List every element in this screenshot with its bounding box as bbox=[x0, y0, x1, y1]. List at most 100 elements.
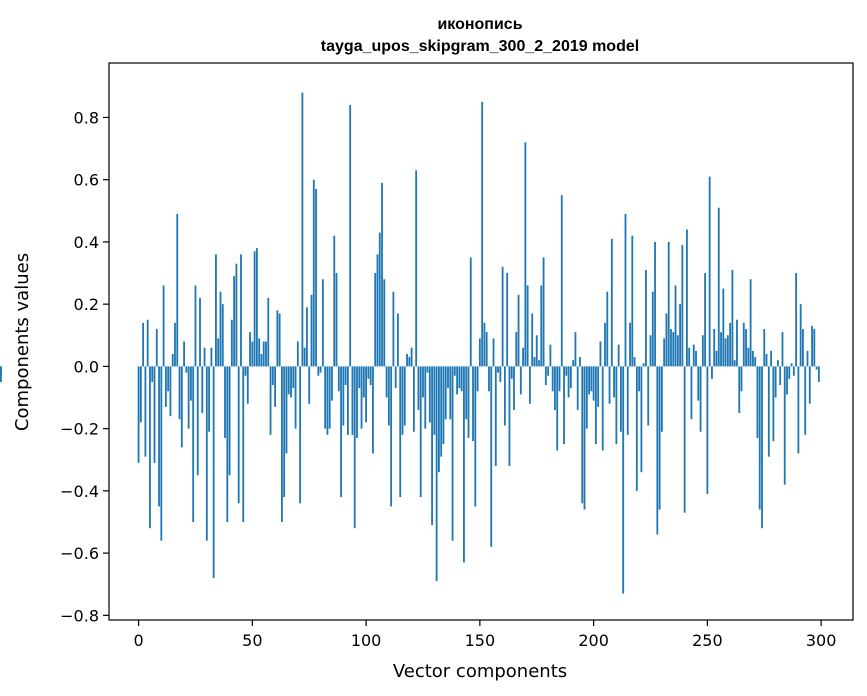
bar-170 bbox=[524, 142, 527, 367]
bar-119 bbox=[408, 357, 411, 367]
bar-101 bbox=[367, 366, 370, 379]
bar-248 bbox=[701, 335, 704, 367]
bar-211 bbox=[617, 344, 620, 367]
bar-198 bbox=[588, 366, 590, 395]
bar-139 bbox=[453, 366, 456, 376]
bar-185 bbox=[558, 366, 561, 392]
bar-238 bbox=[679, 304, 681, 367]
bar-260 bbox=[729, 322, 732, 367]
bar-67 bbox=[290, 366, 292, 398]
bar-124 bbox=[419, 366, 422, 498]
y-axis-label: Components values bbox=[12, 253, 33, 431]
bar-237 bbox=[676, 335, 679, 367]
bar-231 bbox=[663, 338, 666, 367]
bar-212 bbox=[620, 366, 622, 432]
bar-226 bbox=[651, 291, 654, 367]
bar-223 bbox=[645, 269, 647, 367]
y-tick-label: −0.8 bbox=[60, 606, 99, 625]
bar-87 bbox=[335, 273, 338, 367]
bar-20 bbox=[183, 341, 185, 367]
bar-296 bbox=[811, 325, 813, 367]
bar-151 bbox=[481, 101, 484, 367]
bar-53 bbox=[258, 338, 261, 367]
bar-79 bbox=[317, 366, 320, 376]
bar-174 bbox=[533, 357, 536, 367]
bar-270 bbox=[751, 350, 754, 367]
bar-37 bbox=[221, 304, 224, 367]
bar-93 bbox=[349, 105, 352, 367]
bar-104 bbox=[374, 273, 377, 367]
bar-102 bbox=[369, 366, 372, 386]
bar-284 bbox=[783, 366, 786, 485]
bar-31 bbox=[208, 366, 211, 432]
bar-5 bbox=[149, 366, 151, 529]
bar-107 bbox=[381, 182, 383, 367]
bar-90 bbox=[342, 366, 345, 426]
bar-295 bbox=[808, 366, 811, 404]
bar-140 bbox=[456, 366, 459, 395]
bar-180 bbox=[547, 366, 550, 376]
y-tick-label: 0.8 bbox=[74, 108, 99, 127]
bar-288 bbox=[792, 366, 795, 376]
bar-232 bbox=[665, 313, 668, 367]
bar-111 bbox=[390, 366, 393, 507]
x-tick-label: 200 bbox=[578, 631, 609, 650]
bar-172 bbox=[529, 366, 531, 404]
bar-291 bbox=[799, 304, 802, 367]
bar-57 bbox=[267, 297, 270, 367]
bar-152 bbox=[483, 322, 486, 367]
bar-163 bbox=[508, 366, 511, 466]
bar-233 bbox=[667, 241, 670, 367]
bar-265 bbox=[740, 366, 743, 392]
bar-131 bbox=[435, 366, 438, 582]
y-tick-label: 0.6 bbox=[74, 171, 99, 190]
bar-6 bbox=[151, 366, 154, 382]
bar-221 bbox=[640, 366, 643, 473]
bar-1 bbox=[139, 366, 142, 423]
bar-76 bbox=[310, 294, 313, 367]
bar-43 bbox=[235, 263, 238, 367]
bar-155 bbox=[490, 366, 493, 547]
bar-219 bbox=[635, 366, 638, 491]
bar-294 bbox=[806, 350, 809, 367]
bar-36 bbox=[219, 291, 222, 367]
bar-242 bbox=[688, 347, 691, 367]
bar-14 bbox=[169, 366, 172, 417]
bar-283 bbox=[781, 332, 784, 367]
bar-278 bbox=[770, 350, 772, 367]
bar-143 bbox=[463, 366, 465, 563]
bar-292 bbox=[802, 329, 804, 367]
bar-209 bbox=[613, 366, 616, 398]
bar-2 bbox=[142, 322, 145, 367]
bar-281 bbox=[777, 360, 779, 367]
bar-271 bbox=[754, 357, 757, 367]
bar-72 bbox=[301, 92, 304, 367]
bar-26 bbox=[196, 366, 199, 476]
bar-157 bbox=[494, 366, 497, 466]
bar-279 bbox=[772, 366, 775, 442]
bar-34 bbox=[215, 254, 217, 367]
bar-214 bbox=[624, 213, 627, 367]
bar-33 bbox=[212, 366, 215, 578]
bar-56 bbox=[265, 341, 267, 367]
bar-28 bbox=[201, 366, 204, 414]
bar-267 bbox=[745, 329, 747, 367]
bar-7 bbox=[153, 366, 156, 463]
bar-121 bbox=[412, 366, 415, 432]
x-axis-label: Vector components bbox=[393, 661, 567, 682]
bar-23 bbox=[190, 366, 192, 401]
bar-277 bbox=[767, 366, 770, 457]
chart-title-line2: tayga_upos_skipgram_300_2_2019 model bbox=[321, 38, 639, 55]
bar-65 bbox=[285, 366, 288, 454]
bar-203 bbox=[599, 341, 602, 367]
bar-162 bbox=[506, 273, 509, 367]
bar-254 bbox=[715, 350, 718, 367]
bar-245 bbox=[695, 350, 697, 367]
bar-273 bbox=[758, 366, 761, 510]
bar-73 bbox=[303, 347, 306, 367]
bar-109 bbox=[385, 366, 388, 398]
bar-8 bbox=[155, 329, 158, 367]
bar-257 bbox=[722, 288, 725, 367]
bar-132 bbox=[438, 366, 440, 473]
bar-297 bbox=[813, 329, 816, 367]
